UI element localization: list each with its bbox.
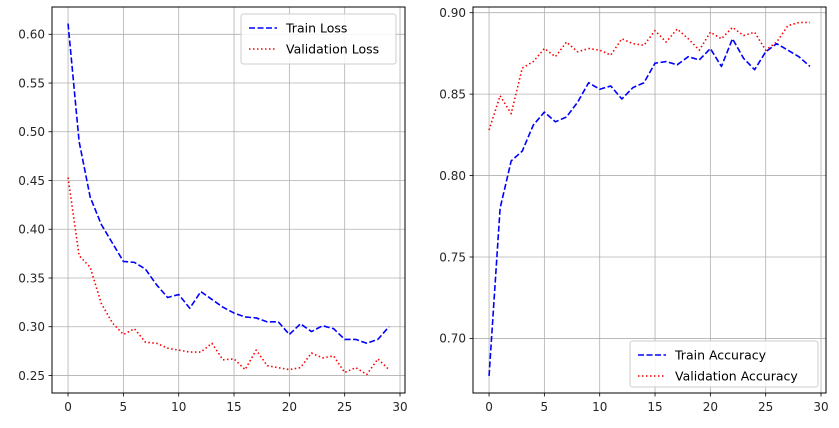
loss-legend-label-1: Validation Loss: [286, 42, 379, 57]
loss-y-tick-label: 0.55: [18, 76, 45, 90]
loss-legend-label-0: Train Loss: [285, 21, 347, 36]
loss-x-tick-label: 25: [337, 400, 352, 414]
loss-x-tick-label: 20: [282, 400, 297, 414]
accuracy-x-tick-label: 30: [813, 400, 828, 414]
loss-grid: [52, 7, 405, 393]
loss-series-1-line: [67, 177, 390, 376]
accuracy-y-tick-label: 0.70: [439, 332, 466, 346]
accuracy-ticks: 0 5 10 15 20 25 30 0.70 0.75 0.80 0.85 0.90: [439, 6, 828, 414]
accuracy-y-tick-label: 0.90: [439, 6, 466, 20]
loss-legend-box: [240, 13, 397, 65]
loss-x-tick-label: 0: [64, 400, 72, 414]
loss-y-tick-label: 0.50: [18, 125, 45, 139]
loss-x-tick-label: 30: [392, 400, 407, 414]
accuracy-y-tick-label: 0.85: [439, 87, 466, 101]
loss-y-tick-label: 0.25: [18, 369, 45, 383]
loss-series-0-line: [67, 23, 390, 345]
accuracy-x-tick-label: 25: [758, 400, 773, 414]
loss-y-tick-label: 0.40: [18, 223, 45, 237]
loss-chart: 0 5 10 15 20 25 30 0.25 0.30 0.35 0.40 0.45 0.50 0.55…: [18, 6, 408, 414]
loss-x-tick-label: 5: [120, 400, 128, 414]
loss-x-tick-label: 15: [226, 400, 241, 414]
loss-y-tick-label: 0.60: [18, 28, 45, 42]
accuracy-x-tick-label: 20: [703, 400, 718, 414]
loss-legend: Train Loss Validation Loss: [240, 13, 397, 65]
accuracy-y-tick-label: 0.75: [439, 250, 466, 264]
accuracy-series-0-line: [488, 37, 811, 376]
accuracy-chart: 0 5 10 15 20 25 30 0.70 0.75 0.80 0.85 0.90 Train A…: [439, 6, 828, 414]
loss-plot-frame: [51, 6, 406, 394]
loss-y-tick-label: 0.30: [18, 320, 45, 334]
accuracy-legend: Train Accuracy Validation Accuracy: [629, 340, 819, 388]
loss-ticks: 0 5 10 15 20 25 30 0.25 0.30 0.35 0.40 0.45 0.50 0.55…: [18, 28, 407, 414]
accuracy-series-1-line: [488, 21, 810, 131]
accuracy-x-tick-label: 0: [485, 400, 493, 414]
loss-series: [67, 23, 390, 376]
accuracy-y-tick-label: 0.80: [439, 169, 466, 183]
accuracy-x-tick-label: 10: [592, 400, 607, 414]
accuracy-grid: [473, 7, 826, 393]
accuracy-series: [488, 21, 811, 376]
accuracy-legend-box: [629, 340, 819, 388]
accuracy-plot-frame: [472, 6, 827, 394]
loss-x-tick-label: 10: [171, 400, 186, 414]
accuracy-x-tick-label: 15: [647, 400, 662, 414]
loss-y-tick-label: 0.35: [18, 271, 45, 285]
accuracy-x-tick-label: 5: [541, 400, 549, 414]
accuracy-legend-label-0: Train Accuracy: [674, 348, 767, 363]
loss-y-tick-label: 0.45: [18, 174, 45, 188]
accuracy-legend-label-1: Validation Accuracy: [675, 369, 798, 384]
